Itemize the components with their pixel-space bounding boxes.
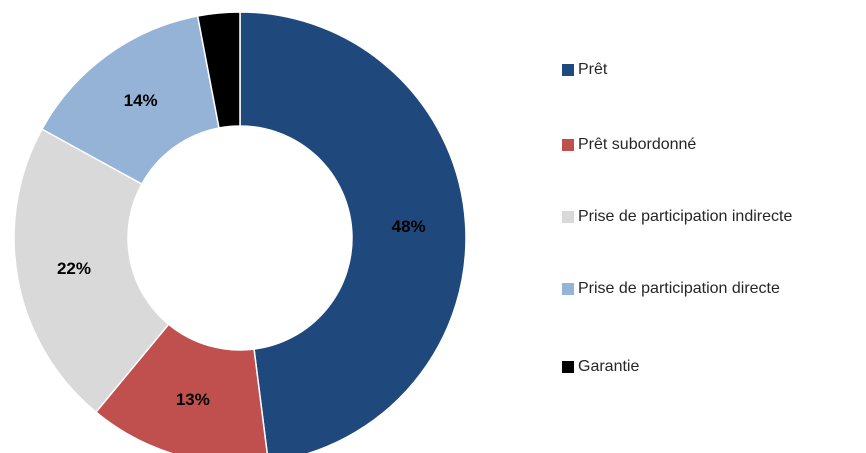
legend-label: Prise de participation directe: [578, 280, 780, 297]
legend-label: Prise de participation indirecte: [578, 208, 793, 225]
data-label: 22%: [57, 259, 91, 278]
legend-label: Garantie: [578, 358, 640, 375]
legend-label: Prêt: [578, 61, 608, 78]
data-label: 13%: [176, 390, 210, 409]
legend-swatch: [562, 139, 574, 151]
legend-item: Prêt: [562, 58, 607, 82]
slice: [239, 11, 467, 453]
legend-swatch: [562, 361, 574, 373]
legend-swatch: [562, 283, 574, 295]
legend-item: Prêt subordonné: [562, 133, 696, 157]
legend-item: Prise de participation indirecte: [562, 205, 812, 229]
data-label: 3%: [212, 59, 237, 78]
slice: [196, 11, 241, 129]
legend-label: Prêt subordonné: [578, 136, 697, 153]
legend-swatch: [562, 64, 574, 76]
legend-swatch: [562, 211, 574, 223]
data-label: 14%: [124, 91, 158, 110]
legend-item: Garantie: [562, 355, 639, 379]
legend-item: Prise de participation directe: [562, 277, 780, 301]
data-label: 48%: [392, 217, 426, 236]
slice: [13, 128, 170, 414]
